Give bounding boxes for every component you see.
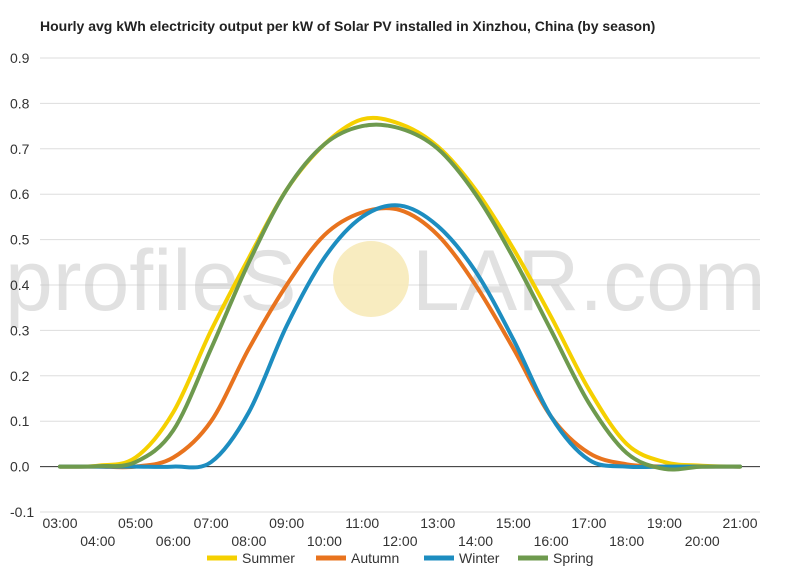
x-axis-ticks: 03:0004:0005:0006:0007:0008:0009:0010:00… xyxy=(42,515,757,549)
x-tick-label: 08:00 xyxy=(231,533,266,549)
x-tick-label: 16:00 xyxy=(534,533,569,549)
chart-title: Hourly avg kWh electricity output per kW… xyxy=(40,18,656,34)
x-tick-label: 19:00 xyxy=(647,515,682,531)
y-axis-ticks: -0.1 0.0 0.1 0.2 0.3 0.4 0.5 0.6 0.7 0.8 0.9 xyxy=(10,50,34,520)
y-tick-label: 0.9 xyxy=(10,50,30,66)
y-tick-label: 0.3 xyxy=(10,322,30,338)
x-tick-label: 03:00 xyxy=(42,515,77,531)
series-line-summer xyxy=(58,115,742,469)
x-tick-label: 14:00 xyxy=(458,533,493,549)
series-line-spring xyxy=(58,122,742,472)
y-tick-label: 0.4 xyxy=(10,277,30,293)
x-tick-label: 06:00 xyxy=(156,533,191,549)
series-line-autumn xyxy=(58,206,742,470)
x-tick-label: 15:00 xyxy=(496,515,531,531)
x-tick-label: 13:00 xyxy=(420,515,455,531)
y-tick-label: 0.6 xyxy=(10,186,30,202)
watermark-text-right: LAR.com xyxy=(412,233,766,329)
legend-label: Winter xyxy=(459,550,500,566)
x-tick-label: 20:00 xyxy=(685,533,720,549)
watermark-text-left: profileS xyxy=(5,233,297,329)
legend-label: Summer xyxy=(242,550,295,566)
series-line-winter xyxy=(58,203,742,470)
x-tick-label: 18:00 xyxy=(609,533,644,549)
legend-label: Spring xyxy=(553,550,593,566)
x-tick-label: 21:00 xyxy=(722,515,757,531)
y-tick-label: 0.5 xyxy=(10,232,30,248)
y-tick-label: 0.2 xyxy=(10,368,30,384)
x-tick-label: 05:00 xyxy=(118,515,153,531)
x-tick-label: 09:00 xyxy=(269,515,304,531)
watermark-sun-icon xyxy=(333,241,409,317)
legend-label: Autumn xyxy=(351,550,399,566)
x-tick-label: 12:00 xyxy=(382,533,417,549)
x-tick-label: 04:00 xyxy=(80,533,115,549)
y-tick-label: 0.7 xyxy=(10,141,30,157)
watermark: profileS LAR.com xyxy=(5,233,766,329)
x-tick-label: 10:00 xyxy=(307,533,342,549)
y-tick-label: 0.0 xyxy=(10,459,30,475)
x-tick-label: 07:00 xyxy=(194,515,229,531)
series-lines xyxy=(58,115,742,472)
y-tick-label: 0.1 xyxy=(10,413,30,429)
legend: Summer Autumn Winter Spring xyxy=(207,550,593,566)
grid-lines xyxy=(40,57,760,513)
y-tick-label: -0.1 xyxy=(10,504,34,520)
x-tick-label: 17:00 xyxy=(571,515,606,531)
y-tick-label: 0.8 xyxy=(10,95,30,111)
x-tick-label: 11:00 xyxy=(345,515,379,531)
